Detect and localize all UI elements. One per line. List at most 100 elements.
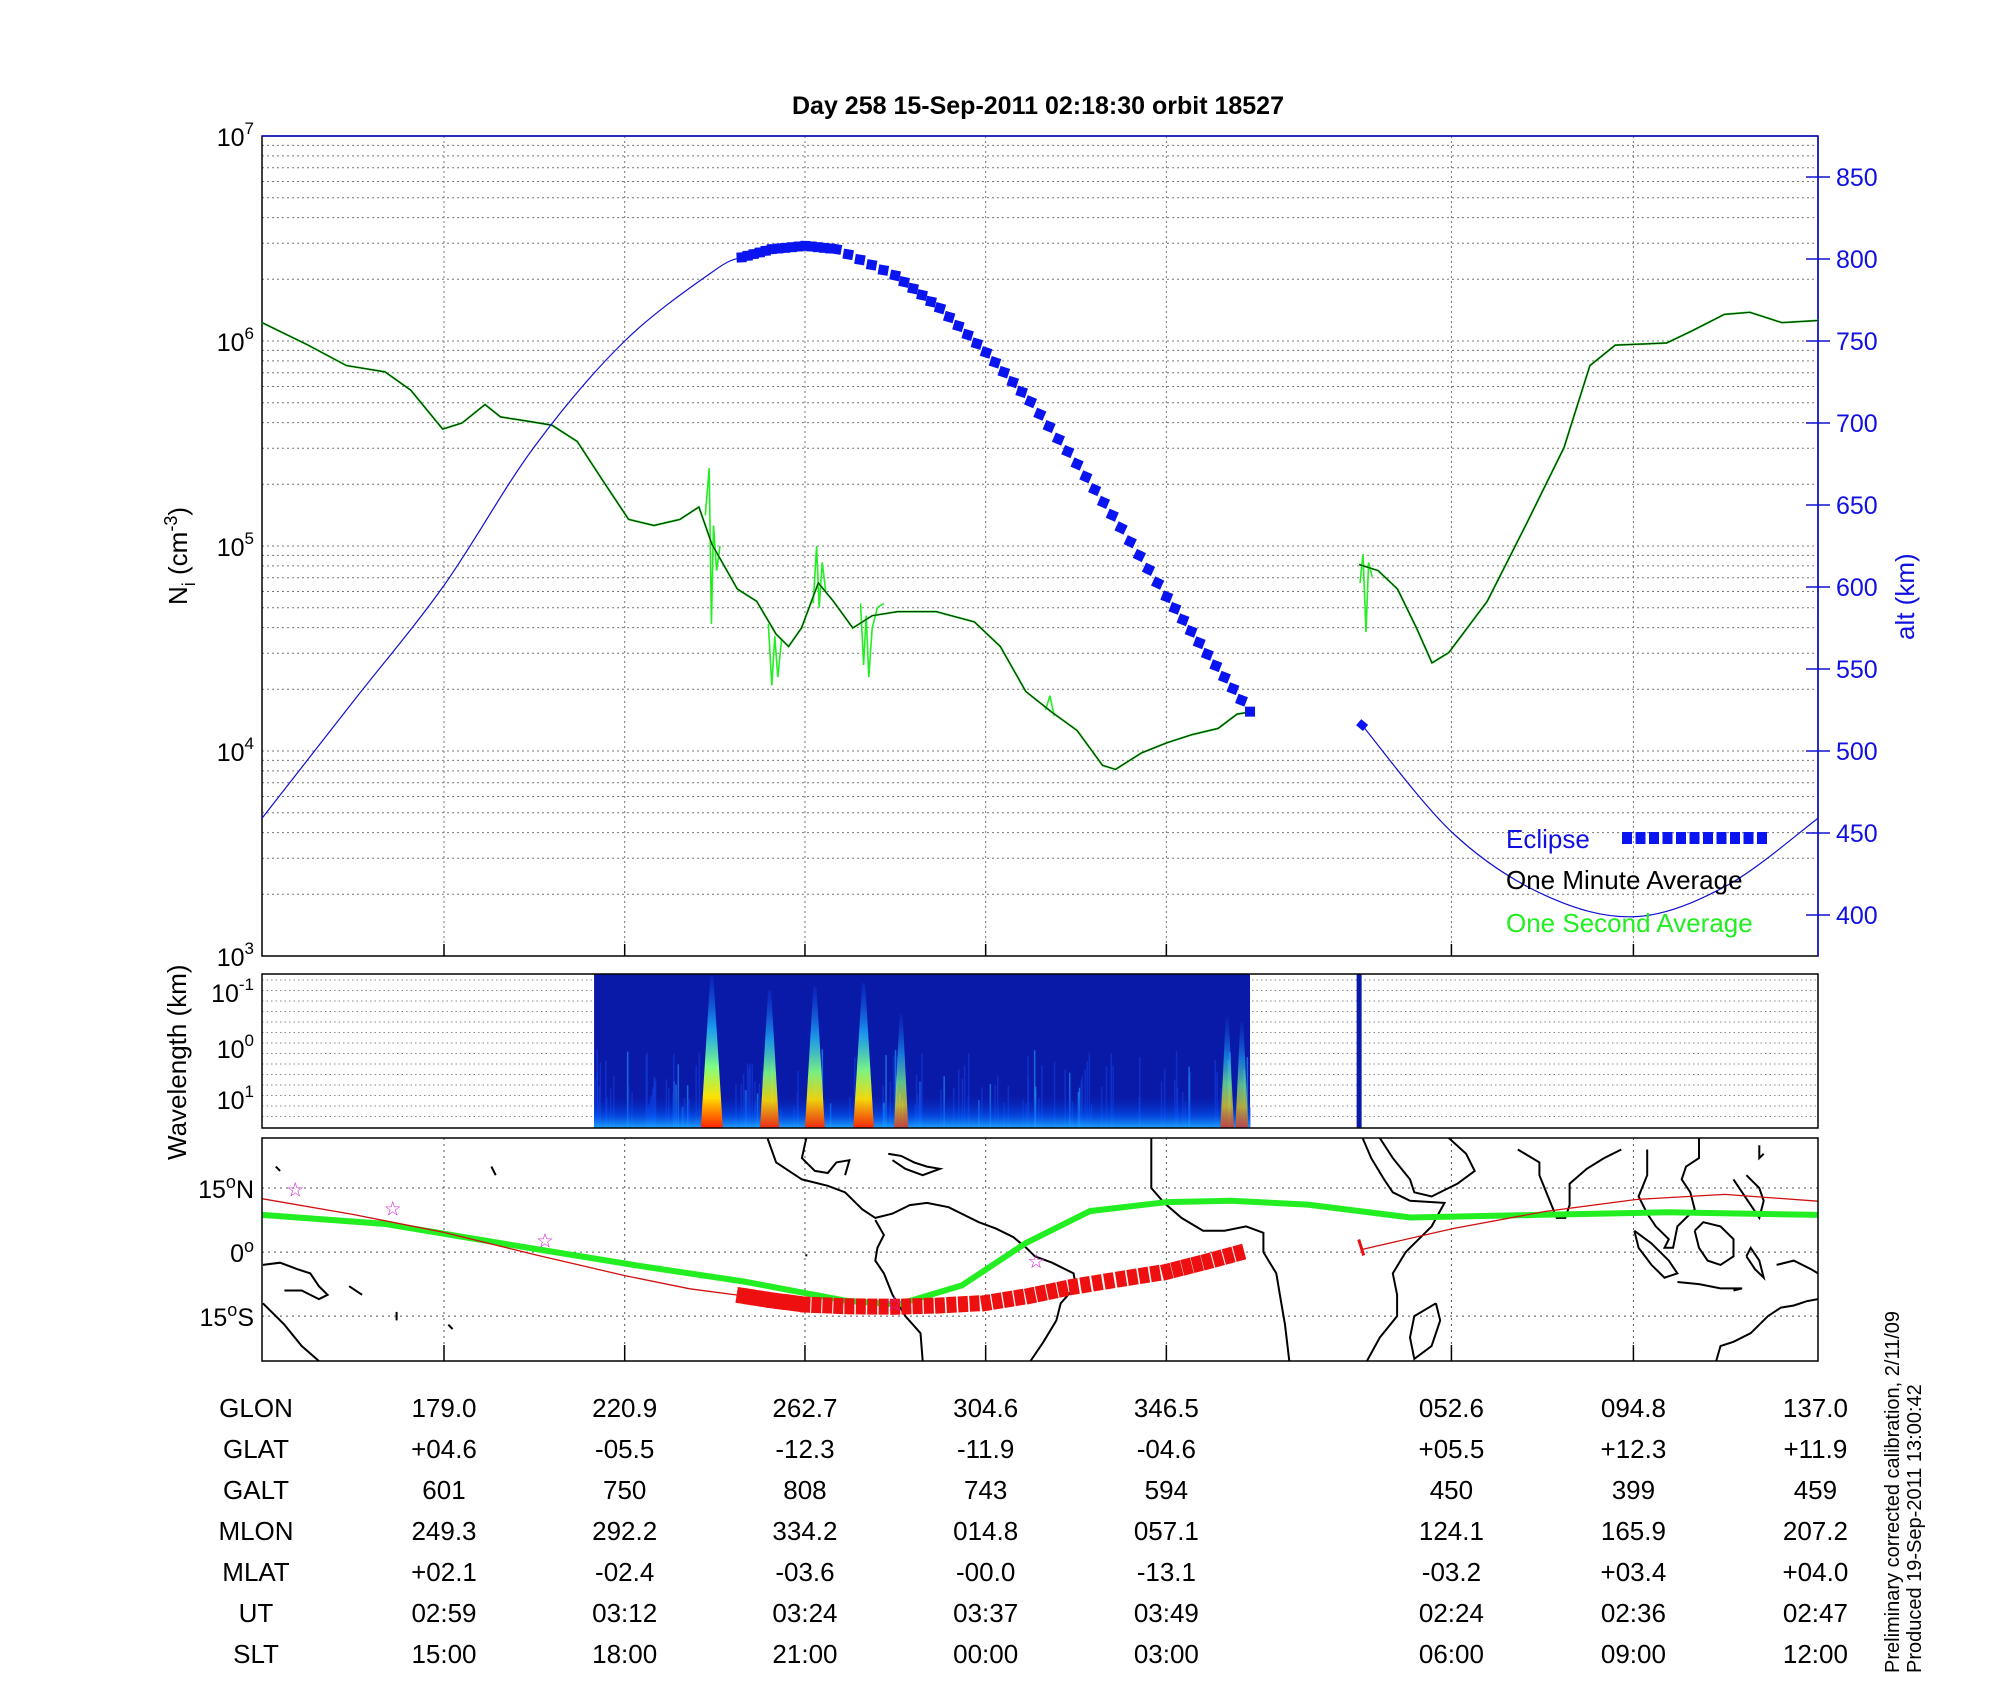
eclipse-marker [854,253,866,266]
footer-produced: Produced 19-Sep-2011 13:00:42 [1904,1384,1926,1673]
spectrogram-streak [605,1060,607,1128]
track-eclipse-marker [979,1294,993,1312]
eclipse-marker [1123,535,1137,549]
table-cell: 743 [964,1475,1007,1505]
spectrogram-enhancement [893,1014,909,1128]
table-cell: 014.8 [953,1516,1018,1546]
track-eclipse-marker [1126,1268,1139,1286]
track-eclipse-marker [791,1294,803,1313]
spectrogram-streak [1138,1057,1141,1128]
eclipse-marker [1132,548,1147,563]
spectrogram-enhancement [1235,1021,1249,1128]
coastline [1677,1281,1743,1292]
spectrogram-enhancement [1220,1018,1234,1128]
tick-exponent: 7 [245,119,254,138]
eclipse-marker [1160,590,1174,604]
coastline [888,1152,944,1177]
legend-eclipse-square [1676,832,1686,844]
table-cell: 06:00 [1419,1639,1484,1669]
tick-exponent: 3 [245,939,254,958]
eclipse-marker [1192,636,1206,650]
eclipse-marker [1088,483,1102,497]
spectrogram-streak [1110,1053,1113,1128]
coastline [490,1166,497,1176]
track-eclipse-marker [1013,1288,1026,1307]
eclipse-marker [1245,706,1256,717]
y-tick-label: 105 [217,529,254,562]
table-cell: +05.5 [1419,1434,1485,1464]
y-tick-label: 101 [217,1082,254,1115]
y-tick-label: 104 [217,734,254,767]
one-second-spike [1359,554,1373,633]
density-ylabel: Ni (cm-3) [161,507,199,605]
coastline [447,1323,454,1330]
track-eclipse-marker [1114,1270,1128,1288]
spectrogram-streak [626,1051,629,1128]
eclipse-marker [1168,601,1182,615]
y-tick-label: 100 [217,1031,254,1064]
coastline [766,1137,1077,1362]
table-cell: 02:24 [1419,1598,1484,1628]
eclipse-marker [1105,508,1119,522]
table-cell: 02:36 [1601,1598,1666,1628]
track-eclipse-marker [1170,1260,1184,1279]
eclipse-marker [952,319,965,333]
coastline [262,1302,320,1362]
table-row-label: GALT [223,1475,289,1505]
table-cell: 292.2 [592,1516,657,1546]
map-frame [261,1137,1819,1362]
spectrogram-enhancement [700,976,723,1128]
table-cell: 124.1 [1419,1516,1484,1546]
spectrogram-streak [1088,1052,1091,1128]
eclipse-marker [1226,682,1240,696]
table-cell: -03.2 [1422,1557,1481,1587]
track-eclipse-marker [822,1297,833,1314]
table-cell: 09:00 [1601,1639,1666,1669]
altitude-line [261,256,742,819]
spectrogram-enhancement [804,986,825,1128]
legend-eclipse-square [1622,832,1632,844]
tick-exponent: 6 [245,324,254,343]
track-eclipse-marker [1200,1252,1215,1271]
track-eclipse-marker [1103,1272,1116,1290]
table-cell: 18:00 [592,1639,657,1669]
table-cell: -05.5 [595,1434,654,1464]
coastline [1715,1298,1819,1362]
spectrogram-streak [1246,1057,1249,1128]
eclipse-marker [961,328,974,341]
track-eclipse-marker [1159,1262,1174,1281]
chart-title: Day 258 15-Sep-2011 02:18:30 orbit 18527 [792,92,1284,120]
legend-eclipse-square [1703,832,1713,844]
eclipse-marker [1033,407,1047,421]
eclipse-marker [1096,495,1111,509]
spectrogram-streak [894,1049,897,1128]
one-second-spike [1044,695,1055,717]
right-tick-label: 700 [1836,410,1878,438]
table-cell: 249.3 [411,1516,476,1546]
star-icon: ☆ [286,1179,304,1201]
table-row-label: MLON [218,1516,293,1546]
table-cell: 052.6 [1419,1393,1484,1423]
table-cell: 601 [422,1475,465,1505]
tick-base: 10 [217,944,245,972]
lat-degrees: 0 [230,1240,244,1268]
track-eclipse-marker [1079,1276,1092,1294]
eclipse-marker [907,282,919,295]
track-eclipse-marker [811,1296,822,1314]
track-eclipse-marker [1056,1280,1070,1298]
table-cell: -03.6 [775,1557,834,1587]
track-eclipse-marker [1221,1246,1236,1265]
table-cell: 00:00 [953,1639,1018,1669]
coastline [1758,1145,1765,1161]
right-tick-label: 600 [1836,574,1878,602]
spectrogram-streak [599,1062,602,1128]
one-second-line [1358,311,1819,665]
star-icon: ☆ [885,1293,903,1315]
eclipse-marker [1015,385,1028,399]
spectrogram-streak [921,1053,923,1128]
table-row-label: GLON [219,1393,293,1423]
table-cell: 220.9 [592,1393,657,1423]
y-tick-label: 103 [217,939,254,972]
